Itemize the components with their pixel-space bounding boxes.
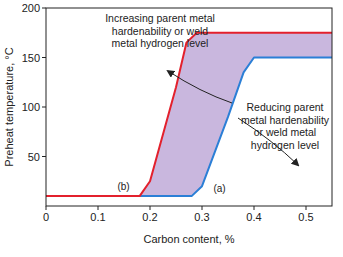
y-tick-label: 100 (22, 101, 40, 113)
x-tick (306, 206, 307, 210)
annotation-line: metal hydrogen level (112, 37, 209, 49)
x-tick (98, 206, 99, 210)
x-tick (46, 206, 47, 210)
y-tick (42, 57, 46, 58)
y-tick-label: 150 (22, 52, 40, 64)
annotation-line: hydrogen level (251, 139, 319, 151)
x-tick-label: 0.5 (298, 211, 313, 223)
annotation-line: hardenability or weld (112, 25, 208, 37)
x-tick-label: 0.3 (194, 211, 209, 223)
y-tick-label: 200 (22, 2, 40, 14)
plot-frame (46, 8, 332, 206)
series-label: (a) (213, 183, 225, 194)
arrow (238, 118, 298, 165)
arrow (168, 71, 232, 103)
y-tick (42, 107, 46, 108)
annotation-line: metal hardenability (241, 114, 330, 126)
x-tick-label: 0 (43, 211, 49, 223)
annotation: Reducing parentmetal hardenabilityor wel… (241, 101, 330, 151)
x-tick-label: 0.1 (90, 211, 105, 223)
series-label: (b) (117, 181, 129, 192)
annotation-line: Increasing parent metal (105, 12, 215, 24)
y-axis-title: Preheat temperature, °C (3, 47, 15, 166)
annotation: Increasing parent metalhardenability or … (105, 12, 215, 49)
shaded-band (46, 33, 332, 196)
x-tick-label: 0.2 (142, 211, 157, 223)
x-axis-title: Carbon content, % (143, 233, 234, 245)
y-tick-label: 50 (28, 151, 40, 163)
y-tick (42, 156, 46, 157)
x-tick-label: 0.4 (246, 211, 261, 223)
x-tick (150, 206, 151, 210)
x-tick (202, 206, 203, 210)
y-tick (42, 8, 46, 9)
series-line (46, 58, 332, 197)
x-tick (254, 206, 255, 210)
annotation-line: Reducing parent (246, 101, 323, 113)
series-line (46, 33, 332, 196)
annotation-line: or weld metal (254, 126, 316, 138)
chart: 0 0.1 0.2 0.3 0.4 0.5 50 100 150 200 Carbon conten… (0, 0, 343, 257)
plot-area (46, 33, 332, 196)
